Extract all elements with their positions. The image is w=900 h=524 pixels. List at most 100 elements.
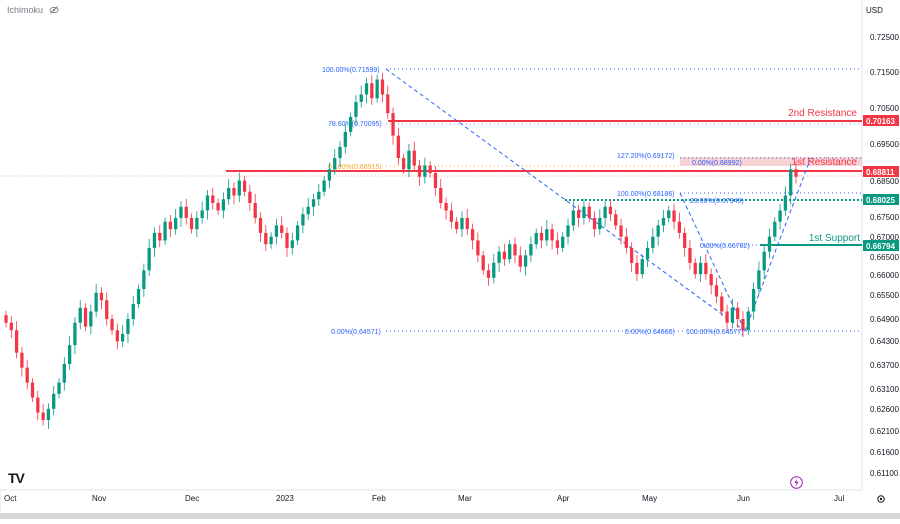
- candle-body: [486, 270, 491, 278]
- fib-label-4: 0.00%(0.64571): [331, 329, 381, 336]
- candle-body: [714, 285, 719, 297]
- candle-body: [274, 225, 279, 237]
- candle-body: [762, 251, 766, 271]
- first-resistance-label: 1st Resistance: [791, 157, 857, 168]
- x-tick: May: [642, 494, 657, 503]
- candle-body: [661, 217, 666, 226]
- price-tag-1: 0.70163: [866, 117, 895, 126]
- candle-body: [253, 202, 257, 218]
- candle-body: [789, 169, 793, 196]
- candle-body: [518, 255, 522, 267]
- candle-body: [391, 113, 395, 136]
- candle-body: [306, 206, 310, 215]
- candle-body: [407, 150, 411, 170]
- fib-label-8: 23.60%(0.67949): [690, 198, 744, 205]
- price-tag-group: 0.70163 0.68811 0.68025 0.66794: [863, 115, 899, 251]
- price-tag-bg-4: [863, 240, 899, 251]
- candle-body: [645, 247, 650, 260]
- candle-body: [158, 232, 162, 241]
- fib-label-3: 61.80%(0.68915): [328, 164, 382, 171]
- y-tick: 0.70500: [870, 104, 899, 113]
- price-tag-3: 0.68025: [866, 196, 895, 205]
- candle-body: [614, 214, 618, 226]
- fib-label-5: 127.20%(0.69172): [617, 153, 675, 160]
- x-tick: Jul: [834, 494, 844, 503]
- bottom-scrollbar[interactable]: [0, 513, 900, 519]
- candle-body: [83, 307, 88, 327]
- fib-label-group: 100.00%(0.71599) 78.60%(0.70095) 61.80%(…: [322, 67, 750, 336]
- candle-body: [683, 232, 687, 248]
- x-tick: 2023: [276, 494, 294, 503]
- candle-body: [386, 94, 390, 114]
- y-tick: 0.63700: [870, 361, 899, 370]
- candle-body: [242, 180, 247, 192]
- candle-body: [311, 199, 316, 207]
- candle-body: [688, 247, 692, 263]
- candle-body: [476, 240, 480, 256]
- y-tick: 0.61100: [870, 469, 899, 478]
- candle-body: [698, 262, 703, 275]
- candle-body: [163, 221, 167, 241]
- candle-body: [179, 206, 183, 218]
- candle-body: [46, 408, 51, 421]
- candle-body: [317, 191, 321, 200]
- candle-body: [25, 367, 29, 383]
- fib-diagonal-ext: [679, 192, 746, 332]
- candle-body: [14, 330, 19, 353]
- lightning-icon[interactable]: [790, 476, 803, 489]
- fib-diagonal-up: [744, 159, 811, 332]
- candle-body: [211, 195, 215, 203]
- currency-selector[interactable]: USD: [866, 6, 883, 15]
- y-tick: 0.64900: [870, 315, 899, 324]
- second-resistance-label: 2nd Resistance: [788, 108, 857, 119]
- candle-body: [184, 206, 188, 218]
- candle-body: [343, 131, 347, 147]
- candle-body: [264, 232, 268, 245]
- candle-body: [417, 165, 422, 177]
- y-tick-group: 0.72500 0.71500 0.70500 0.69500 0.68500 …: [870, 33, 899, 478]
- y-tick: 0.67000: [870, 233, 899, 242]
- indicator-legend[interactable]: Ichimoku: [7, 5, 59, 15]
- candle-body: [773, 221, 777, 237]
- candle-body: [672, 210, 676, 222]
- candle-body: [248, 191, 252, 203]
- gear-icon[interactable]: [876, 494, 886, 504]
- candle-body: [195, 217, 199, 230]
- candle-body: [704, 262, 708, 275]
- candle-body: [126, 319, 130, 334]
- candle-body: [767, 236, 772, 252]
- y-tick: 0.63100: [870, 385, 899, 394]
- y-tick: 0.62100: [870, 427, 899, 436]
- x-tick: Nov: [92, 494, 106, 503]
- x-tick: Oct: [4, 494, 17, 503]
- tradingview-logo[interactable]: TV: [8, 470, 25, 486]
- x-tick: Mar: [458, 494, 472, 503]
- candle-body: [200, 210, 204, 218]
- candle-body: [290, 240, 294, 248]
- candle-body: [587, 206, 591, 218]
- y-tick: 0.67500: [870, 213, 899, 222]
- candle-body: [396, 135, 400, 159]
- y-tick: 0.61600: [870, 448, 899, 457]
- candle-body: [280, 225, 284, 233]
- eye-slash-icon[interactable]: [49, 6, 59, 14]
- candle-body: [402, 158, 406, 170]
- price-tag-bg-2: [863, 166, 899, 177]
- candle-body: [624, 236, 628, 248]
- candle-body: [99, 292, 104, 301]
- candle-body: [322, 180, 326, 192]
- candle-body: [354, 101, 358, 117]
- candle-body: [142, 270, 146, 290]
- y-tick: 0.71500: [870, 68, 899, 77]
- candle-body: [555, 240, 560, 248]
- candle-body: [94, 292, 98, 312]
- candle-body: [227, 188, 231, 200]
- candle-body: [598, 217, 602, 230]
- candle-body: [545, 229, 549, 241]
- candle-body: [115, 330, 119, 342]
- candle-body: [651, 236, 655, 248]
- candle-body: [174, 217, 178, 230]
- candle-body: [757, 270, 761, 290]
- candle-body: [693, 262, 697, 275]
- candle-body: [258, 217, 263, 233]
